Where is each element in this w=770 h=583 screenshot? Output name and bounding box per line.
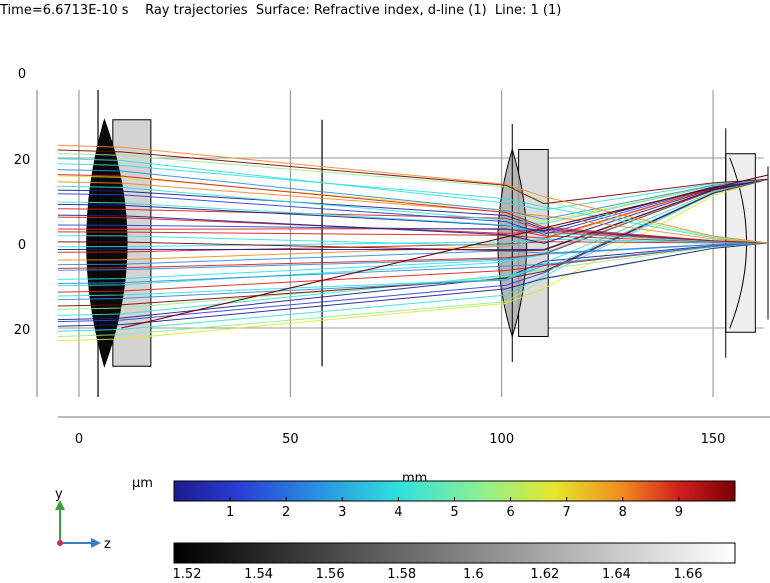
ray-trajectory	[57, 178, 769, 307]
ray-colorbar-tick-label: 9	[675, 505, 683, 520]
ray-colorbar-tick-label: 4	[394, 505, 402, 520]
chief-ray	[121, 174, 769, 329]
ray-colorbar-tick-label: 1	[226, 505, 234, 520]
ray-colorbar-tick-label: 2	[282, 505, 290, 520]
axis-ticks: 0 50 100 150 0 20 0 20	[14, 67, 726, 447]
triad-y-arrowhead	[55, 500, 65, 510]
index-colorbar-tick-label: 1.58	[387, 567, 416, 582]
y-tick-label: 20	[14, 153, 31, 168]
triad-z-arrowhead	[91, 538, 101, 548]
x-tick-label: 100	[489, 432, 514, 447]
ray-trajectory	[57, 144, 769, 244]
index-colorbar-tick-label: 1.6	[463, 567, 484, 582]
y-tick-label: 0	[18, 238, 26, 253]
ray-colorbar-tick-label: 7	[563, 505, 571, 520]
ray-trajectory	[57, 242, 769, 285]
x-tick-label: 0	[75, 432, 83, 447]
ray-trajectory	[57, 181, 769, 244]
ray-colorbar-tick-label: 6	[506, 505, 514, 520]
ray-trajectory	[57, 242, 769, 266]
index-colorbar-tick-label: 1.52	[173, 567, 202, 582]
triad-y-label: y	[55, 487, 63, 502]
ray-trajectory	[57, 178, 769, 297]
ray-colorbar-tick-label: 3	[338, 505, 346, 520]
x-tick-label: 50	[282, 432, 299, 447]
y-tick-label: 0	[18, 67, 26, 82]
index-colorbar-tick-label: 1.56	[316, 567, 345, 582]
triad-z-label: z	[104, 537, 111, 552]
plot-area	[36, 90, 770, 418]
ray-trajectory	[57, 178, 769, 244]
index-colorbar-tick-label: 1.62	[530, 567, 559, 582]
ray-trajectory	[57, 169, 769, 220]
ray-colorbar-unit: µm	[132, 476, 153, 491]
ray-trajectory	[57, 174, 769, 244]
ray-trajectory	[57, 178, 769, 252]
y-tick-label: 20	[14, 323, 31, 338]
plot-title: Time=6.6713E-10 s Ray trajectories Surfa…	[0, 3, 562, 18]
rays	[57, 144, 769, 342]
index-colorbar-tick-label: 1.54	[244, 567, 273, 582]
ray-trajectory	[57, 242, 769, 327]
index-colorbar: 1.52 1.54 1.56 1.58 1.6 1.62 1.64 1.66	[173, 542, 736, 582]
ray-trajectory	[57, 149, 769, 205]
ray-trajectory	[57, 158, 769, 211]
ray-colorbar-tick-label: 5	[450, 505, 458, 520]
index-colorbar-tick-label: 1.64	[602, 567, 631, 582]
ray-trajectory	[57, 163, 769, 244]
axes-triad: y z	[55, 487, 111, 552]
triad-origin	[57, 540, 63, 546]
ray-colorbar-ticks: 1 2 3 4 5 6 7 8 9	[226, 497, 683, 520]
ray-trajectory	[57, 178, 769, 342]
x-tick-label: 150	[701, 432, 726, 447]
index-colorbar-ticks: 1.52 1.54 1.56 1.58 1.6 1.62 1.64 1.66	[173, 567, 703, 582]
ray-colorbar-tick-label: 8	[619, 505, 627, 520]
index-colorbar-tick-label: 1.66	[674, 567, 703, 582]
index-colorbar-gradient	[173, 542, 736, 564]
ray-trajectory	[57, 201, 769, 244]
